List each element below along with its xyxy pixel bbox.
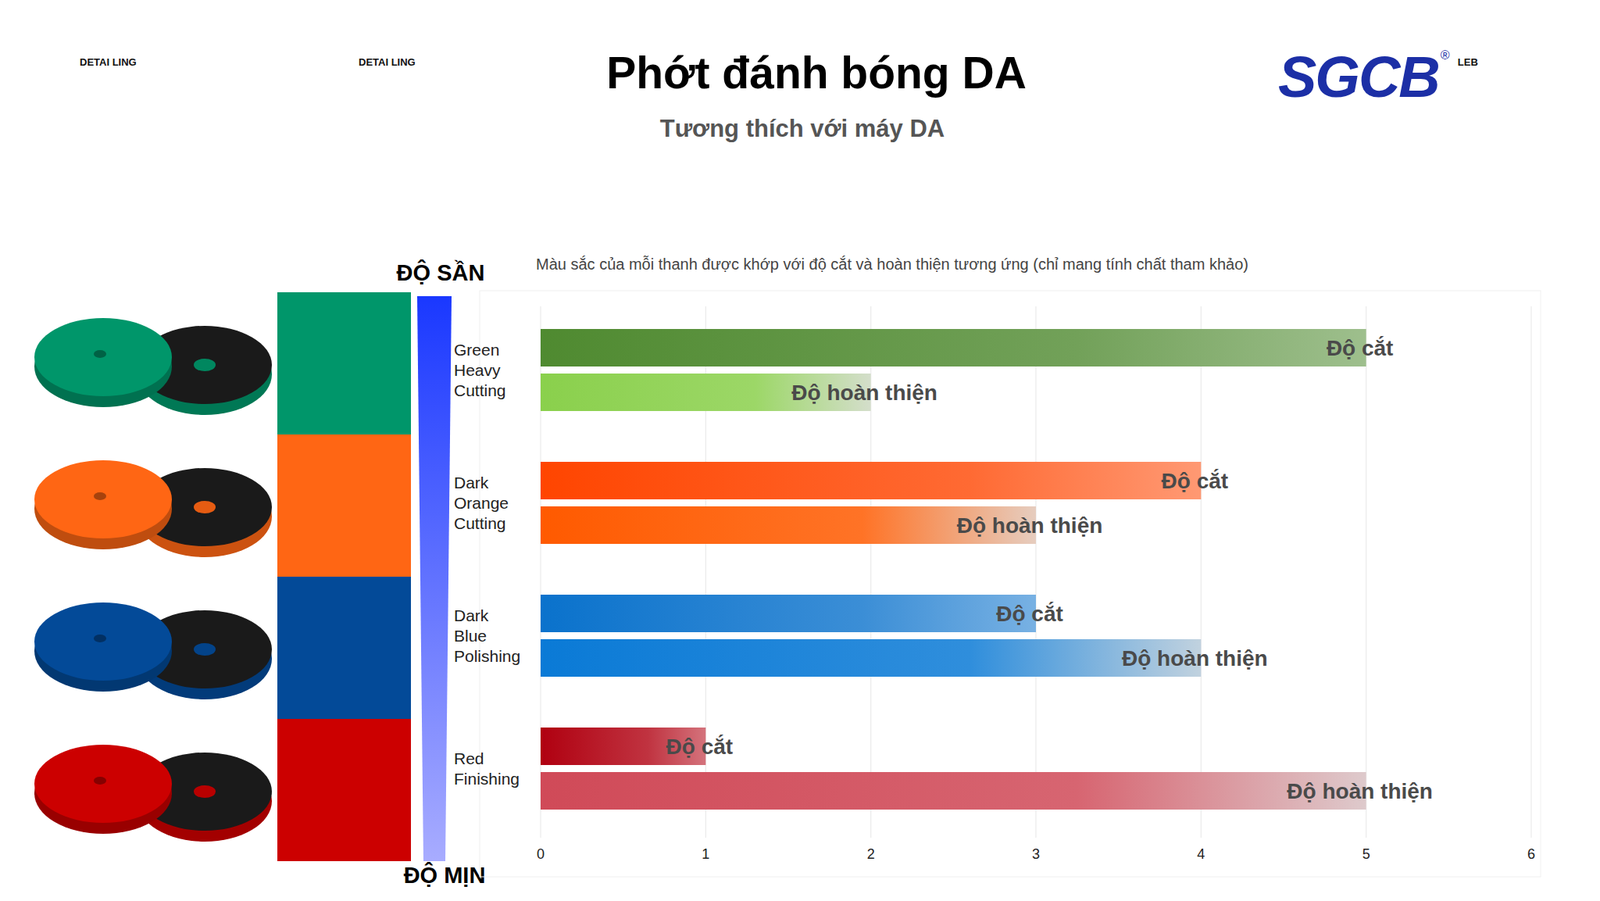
bar <box>540 328 1367 367</box>
subtitle: Tương thích với máy DA <box>660 114 946 143</box>
header-label: DETAI LING <box>79 56 137 68</box>
category-label: DarkBluePolishing <box>453 606 521 665</box>
bar <box>540 461 1201 500</box>
pad-image <box>34 317 272 415</box>
tick-label: 1 <box>701 846 710 862</box>
page: DETAI LING DETAI LING Phớt đánh bóng DA Tươ… <box>0 0 1600 901</box>
roughness-scale <box>417 296 452 861</box>
plot-frame <box>479 290 1541 877</box>
grid-line <box>1365 306 1367 838</box>
pad-image <box>34 602 272 700</box>
bars <box>540 328 1367 810</box>
tick-label: 2 <box>867 846 875 862</box>
category-label: GreenHeavyCutting <box>453 340 507 400</box>
bar <box>540 639 1201 677</box>
scale-label: ĐỘ SẦN <box>396 259 486 286</box>
bar-label: Độ hoàn thiện <box>1121 646 1268 671</box>
bar-label: Độ hoàn thiện <box>791 380 938 405</box>
bar-labels: Độ cắt Độ cắt Độ cắt Độ cắt Độ hoàn thiện Độ … <box>666 335 1433 804</box>
bar-label: Độ hoàn thiện <box>957 513 1104 538</box>
logo: SGCB <box>1278 44 1440 110</box>
bar-label: Độ cắt <box>1161 468 1229 493</box>
note: Màu sắc của mỗi thanh được khớp với độ c… <box>535 255 1249 273</box>
logo-mark: ® <box>1440 48 1450 62</box>
grid-line <box>1035 306 1036 838</box>
grid-line <box>1200 306 1202 838</box>
color-swatch <box>277 434 411 577</box>
title: Phớt đánh bóng DA <box>606 47 1027 98</box>
tick-label: 0 <box>536 846 545 862</box>
pad-image <box>34 744 272 842</box>
tick-label: 3 <box>1032 846 1040 862</box>
bar-label: Độ cắt <box>1326 335 1394 361</box>
header-label: DETAI LING <box>358 56 416 68</box>
grid-line <box>1530 306 1532 838</box>
tick-label: 5 <box>1362 846 1371 862</box>
bar-label: Độ hoàn thiện <box>1286 778 1433 804</box>
bar-label: Độ cắt <box>996 601 1064 626</box>
bar-label: Độ cắt <box>666 734 734 759</box>
logo-suffix: LEB <box>1457 56 1479 68</box>
category-label: DarkOrangeCutting <box>453 473 509 533</box>
color-swatch <box>277 718 411 861</box>
bar <box>540 771 1367 810</box>
scale-label: ĐỘ MỊN <box>403 861 486 888</box>
category-label: RedFinishing <box>453 749 520 788</box>
bar <box>540 594 1036 633</box>
color-swatch <box>277 576 411 719</box>
tick-label: 4 <box>1196 846 1205 862</box>
tick-label: 6 <box>1527 846 1536 862</box>
pad-image <box>34 460 272 558</box>
color-swatch <box>277 292 411 435</box>
